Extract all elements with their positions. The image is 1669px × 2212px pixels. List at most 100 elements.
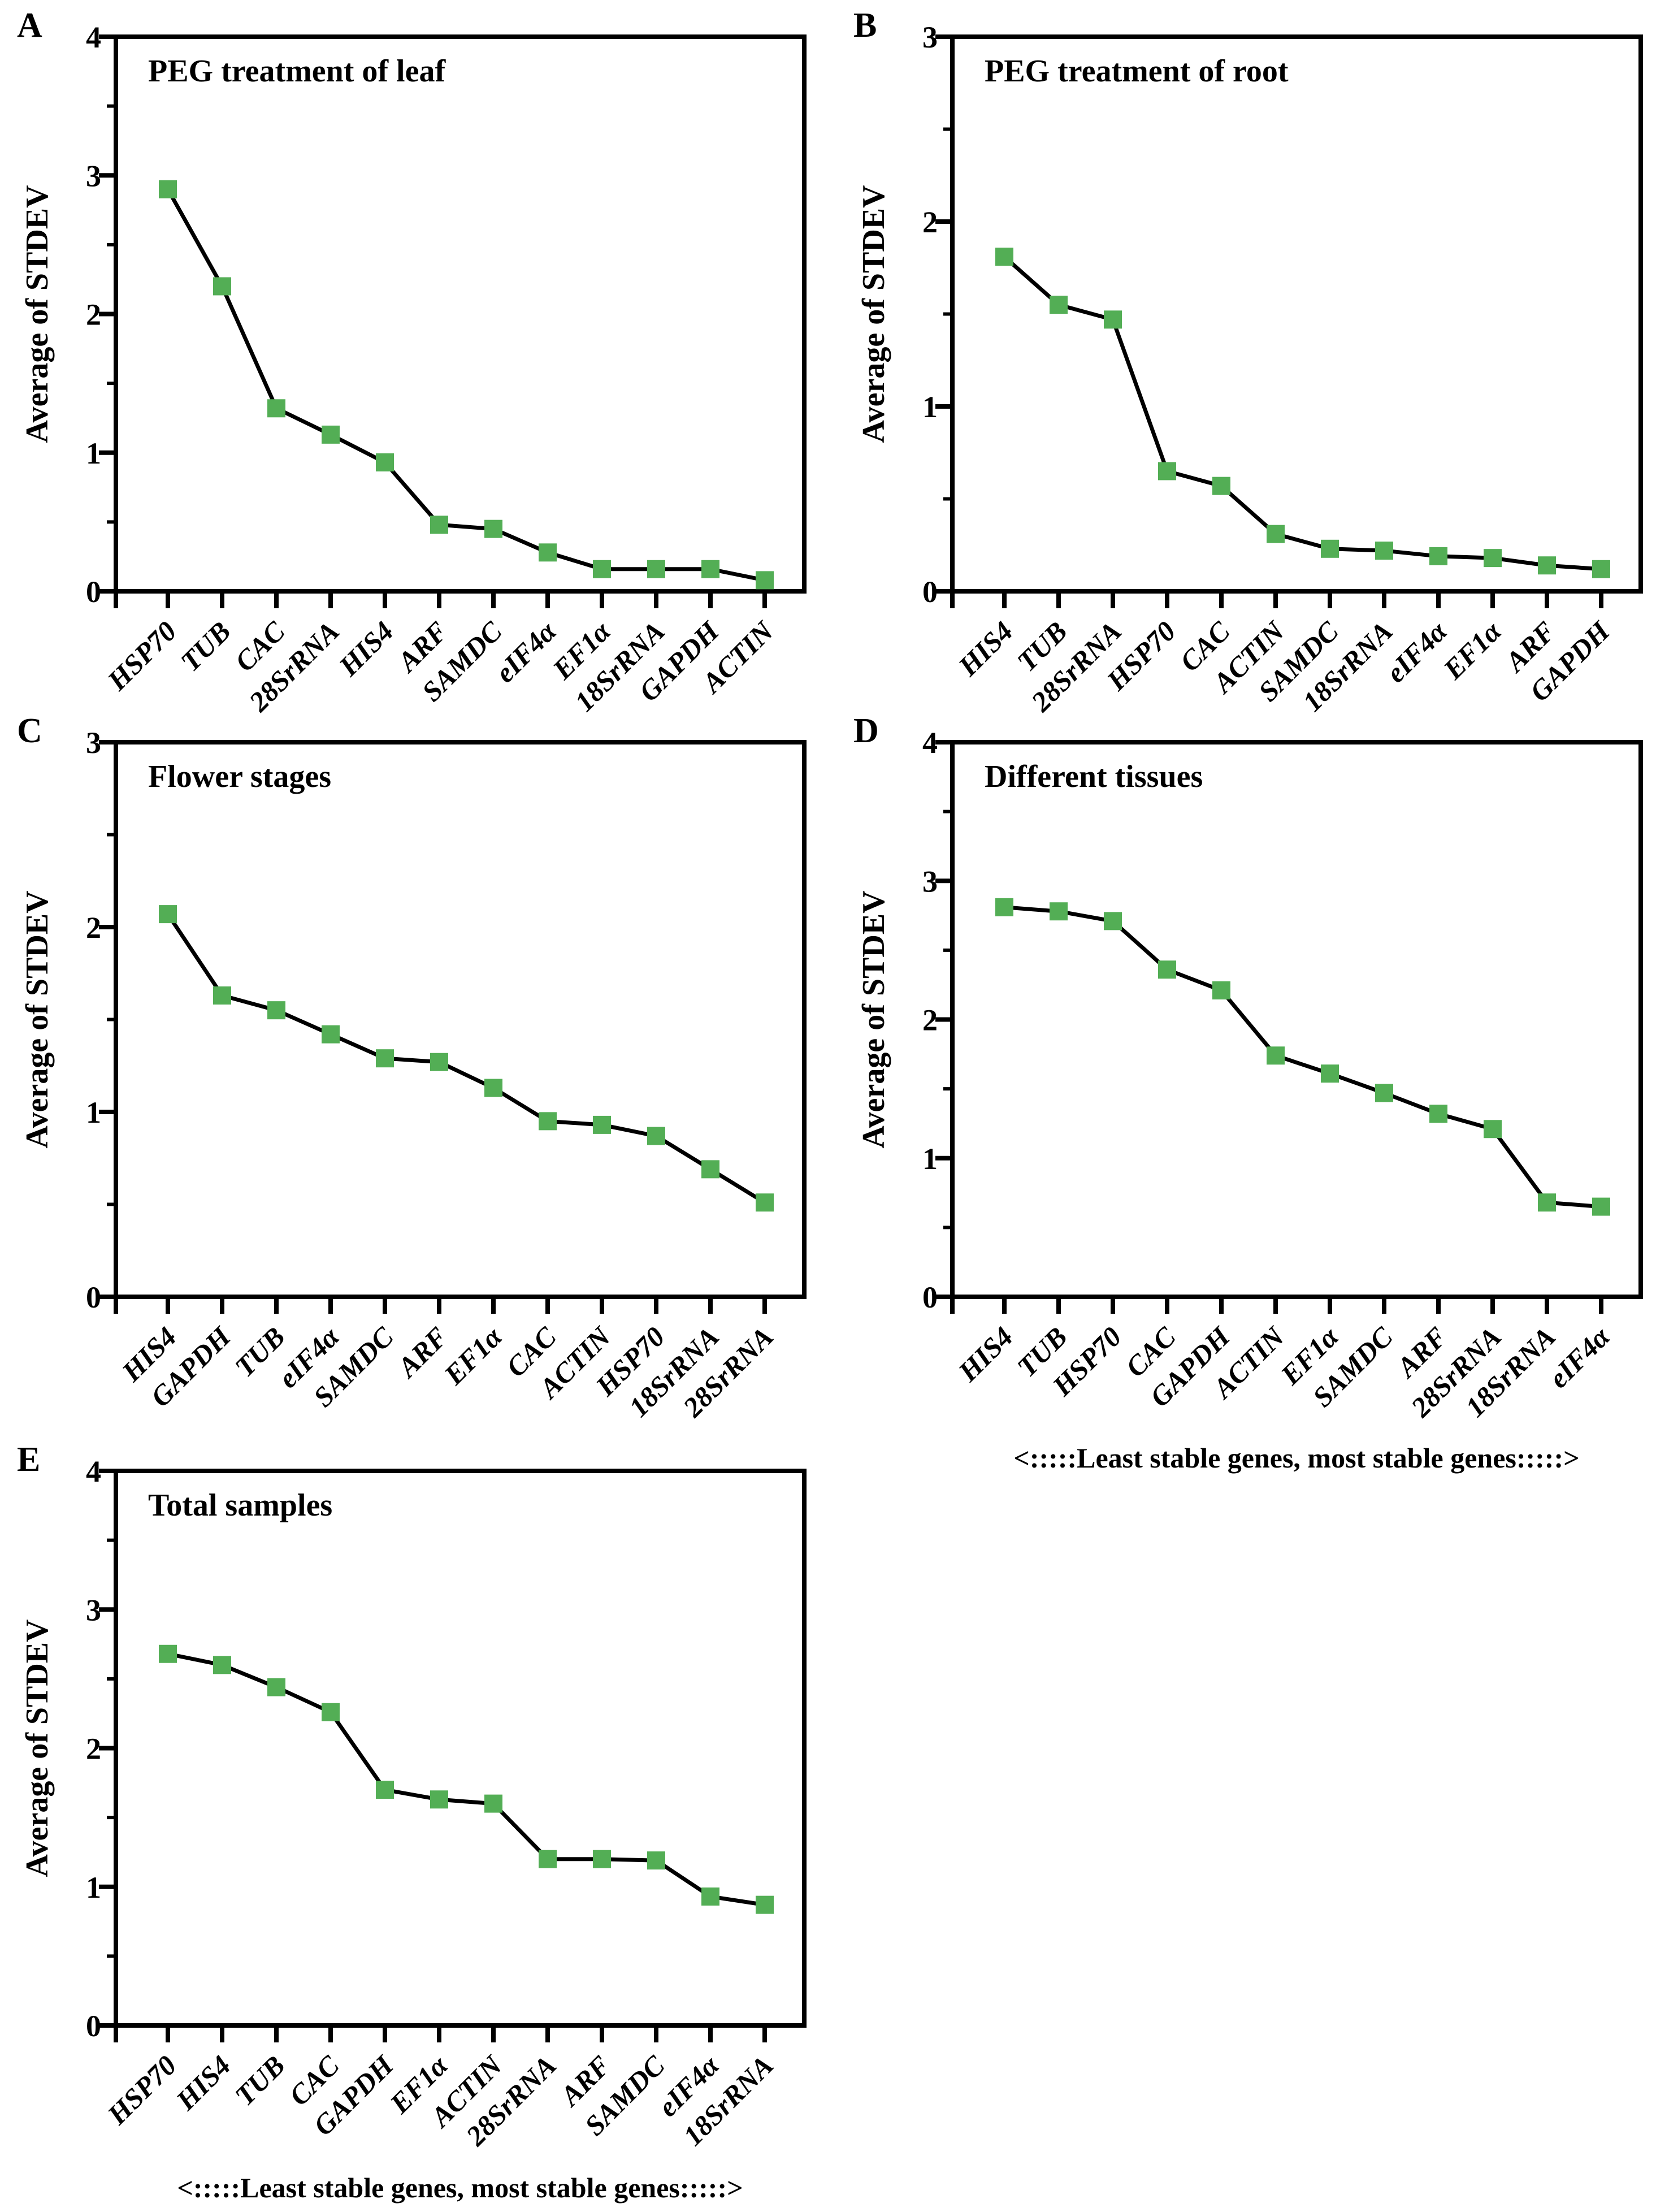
data-point-marker: [1104, 912, 1122, 930]
category-label: EF1α: [437, 1320, 509, 1391]
panel-title-b: PEG treatment of root: [985, 54, 1289, 89]
data-point-marker: [213, 1656, 231, 1674]
category-label: HIS4: [170, 2049, 237, 2116]
y-tick-label: 0: [86, 575, 101, 609]
data-point-marker: [1267, 1046, 1285, 1065]
data-point-marker: [484, 1079, 502, 1097]
category-label: HIS4: [332, 615, 400, 682]
data-point-marker: [593, 1115, 611, 1134]
data-point-marker: [539, 1112, 557, 1131]
category-label: eIF4α: [1380, 614, 1454, 689]
data-point-marker: [1429, 547, 1447, 565]
data-point-marker: [1050, 296, 1068, 314]
data-point-marker: [701, 1160, 719, 1179]
data-point-marker: [995, 248, 1013, 266]
chart-panel-b: 0123HIS4TUB28SrRNAHSP70CACACTINSAMDC18Sr…: [922, 20, 1643, 718]
data-point-marker: [1212, 477, 1230, 495]
data-point-marker: [1158, 462, 1176, 481]
chart-panel-d: 01234HIS4TUBHSP70CACGAPDHACTINEF1αSAMDCA…: [922, 726, 1643, 1423]
plot-border: [114, 1469, 807, 2028]
panel-letter-b: B: [853, 6, 877, 45]
data-point-marker: [1592, 1197, 1610, 1216]
y-tick-label: 3: [922, 864, 938, 898]
plot-border: [114, 740, 807, 1299]
data-point-marker: [1375, 542, 1393, 560]
y-tick-label: 1: [922, 1142, 938, 1176]
data-point-marker: [1592, 560, 1610, 578]
plot-border: [950, 34, 1643, 594]
y-tick-label: 0: [922, 1280, 938, 1314]
data-point-marker: [647, 1851, 665, 1870]
data-point-marker: [1050, 902, 1068, 921]
chart-panel-a: 01234HSP70TUBCAC28SrRNAHIS4ARFSAMDCeIF4α…: [86, 20, 807, 718]
data-point-marker: [1484, 1120, 1502, 1139]
data-point-marker: [322, 1703, 340, 1721]
data-point-marker: [1158, 960, 1176, 979]
category-label: eIF4α: [489, 614, 563, 689]
y-tick-label: 2: [86, 298, 101, 332]
panel-title-e: Total samples: [148, 1488, 333, 1523]
data-line: [166, 912, 767, 1205]
y-tick-label: 1: [86, 1871, 101, 1904]
category-label: HSP70: [101, 2049, 182, 2131]
data-point-marker: [267, 1678, 285, 1696]
category-label: HSP70: [101, 615, 182, 696]
data-point-marker: [322, 1025, 340, 1044]
data-point-marker: [593, 560, 611, 578]
y-tick-label: 2: [86, 1732, 101, 1766]
data-point-marker: [1321, 539, 1339, 558]
y-tick-label: 2: [922, 1003, 938, 1037]
data-point-marker: [593, 1850, 611, 1868]
y-tick-label: 2: [922, 205, 938, 239]
data-point-marker: [159, 1644, 177, 1663]
y-tick-label: 0: [922, 575, 938, 609]
data-point-marker: [322, 425, 340, 444]
data-point-marker: [1484, 549, 1502, 568]
data-point-marker: [267, 399, 285, 418]
category-label: HIS4: [952, 615, 1019, 682]
data-point-marker: [701, 560, 719, 578]
panel-letter-d: D: [853, 712, 879, 750]
data-point-marker: [647, 560, 665, 578]
data-point-marker: [756, 1193, 774, 1212]
data-point-marker: [376, 1049, 394, 1068]
category-label: TUB: [174, 615, 236, 677]
panel-letter-a: A: [17, 6, 42, 45]
data-point-marker: [159, 905, 177, 924]
y-tick-label: 3: [922, 20, 938, 54]
data-point-marker: [159, 180, 177, 198]
data-point-marker: [756, 571, 774, 590]
panel-letter-e: E: [17, 1440, 41, 1479]
y-tick-label: 3: [86, 1593, 101, 1627]
y-tick-label: 3: [86, 159, 101, 193]
category-label: TUB: [228, 2049, 291, 2111]
data-point-marker: [430, 1053, 448, 1071]
data-line: [1002, 905, 1603, 1209]
data-point-marker: [1538, 556, 1556, 575]
y-tick-label: 2: [86, 911, 101, 945]
data-point-marker: [484, 520, 502, 538]
data-point-marker: [1375, 1084, 1393, 1102]
y-tick-label: 4: [86, 1455, 101, 1488]
category-label: HIS4: [952, 1321, 1019, 1388]
data-point-marker: [1212, 981, 1230, 999]
data-line: [166, 187, 767, 582]
chart-panel-e: 01234HSP70HIS4TUBCACGAPDHEF1αACTIN28SrRN…: [86, 1455, 807, 2152]
data-point-marker: [1267, 525, 1285, 543]
data-point-marker: [267, 1001, 285, 1020]
data-point-marker: [701, 1887, 719, 1906]
y-tick-label: 4: [922, 726, 938, 760]
data-point-marker: [756, 1895, 774, 1914]
y-tick-label: 1: [86, 436, 101, 470]
data-point-marker: [647, 1127, 665, 1145]
data-point-marker: [995, 898, 1013, 916]
y-tick-label: 1: [86, 1096, 101, 1129]
data-point-marker: [1538, 1193, 1556, 1212]
data-point-marker: [213, 277, 231, 296]
panel-title-c: Flower stages: [148, 759, 331, 794]
data-point-marker: [539, 543, 557, 562]
panel-title-d: Different tissues: [985, 759, 1203, 794]
chart-panel-c: 0123HIS4GAPDHTUBeIF4αSAMDCARFEF1αCACACTI…: [86, 726, 807, 1423]
plot-border: [114, 34, 807, 594]
